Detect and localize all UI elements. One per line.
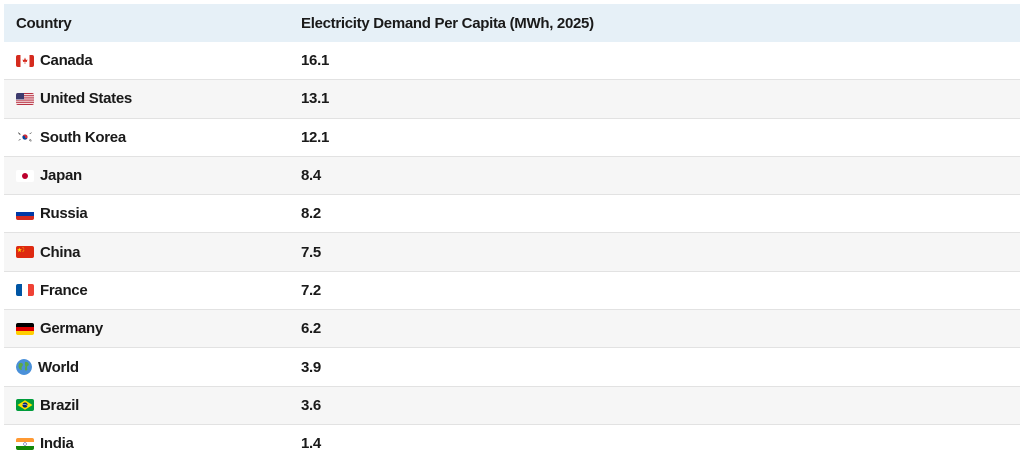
country-cell-content: South Korea	[16, 119, 289, 156]
country-cell: Russia	[4, 194, 289, 234]
country-cell: South Korea	[4, 118, 289, 157]
demand-value: 6.2	[289, 309, 1020, 349]
table-row: China 7.5	[4, 232, 1020, 272]
table-row: Japan 8.4	[4, 156, 1020, 196]
france-flag-icon	[16, 284, 34, 297]
country-cell-content: Germany	[16, 310, 289, 347]
table-row: Canada 16.1	[4, 42, 1020, 81]
table-row: Brazil 3.6	[4, 386, 1020, 425]
demand-value: 8.2	[289, 194, 1020, 234]
table-row: United States 13.1	[4, 79, 1020, 119]
country-name: Germany	[40, 320, 103, 338]
brazil-flag-icon	[16, 399, 34, 412]
india-flag-icon	[16, 437, 34, 450]
united-states-flag-icon	[16, 92, 34, 105]
country-cell-content: Japan	[16, 157, 289, 194]
globe-icon	[16, 359, 32, 376]
country-name: India	[40, 435, 74, 453]
country-name: Brazil	[40, 396, 80, 414]
country-cell-content: India	[16, 425, 289, 462]
demand-value: 16.1	[289, 42, 1020, 81]
country-name: Russia	[40, 205, 88, 223]
country-cell: India	[4, 424, 289, 463]
table-header-row: Country Electricity Demand Per Capita (M…	[4, 4, 1020, 42]
demand-value: 3.9	[289, 347, 1020, 387]
table-row: South Korea 12.1	[4, 118, 1020, 157]
country-cell: Japan	[4, 156, 289, 196]
demand-value: 7.5	[289, 232, 1020, 272]
country-cell-content: Brazil	[16, 387, 289, 424]
table-body: Canada 16.1 United States 13.1 South Korea 12…	[4, 42, 1020, 463]
column-header-demand[interactable]: Electricity Demand Per Capita (MWh, 2025…	[289, 4, 1020, 42]
table-row: Germany 6.2	[4, 309, 1020, 349]
south-korea-flag-icon	[16, 131, 34, 144]
table-row: France 7.2	[4, 271, 1020, 311]
country-cell-content: World	[16, 349, 289, 386]
country-cell: France	[4, 271, 289, 311]
electricity-demand-table: Country Electricity Demand Per Capita (M…	[4, 4, 1020, 463]
country-cell-content: China	[16, 234, 289, 271]
china-flag-icon	[16, 246, 34, 259]
demand-value: 3.6	[289, 386, 1020, 425]
country-cell-content: Canada	[16, 42, 289, 79]
japan-flag-icon	[16, 169, 34, 182]
country-name: France	[40, 281, 88, 299]
country-cell: Brazil	[4, 386, 289, 425]
column-header-country[interactable]: Country	[4, 4, 289, 42]
country-name: South Korea	[40, 128, 126, 146]
table-row: Russia 8.2	[4, 194, 1020, 234]
country-cell: China	[4, 232, 289, 272]
country-name: Japan	[40, 167, 82, 185]
demand-value: 13.1	[289, 79, 1020, 119]
russia-flag-icon	[16, 207, 34, 220]
demand-value: 8.4	[289, 156, 1020, 196]
country-cell-content: Russia	[16, 195, 289, 232]
country-name: United States	[40, 90, 132, 108]
country-cell: Canada	[4, 42, 289, 81]
country-cell-content: United States	[16, 80, 289, 117]
country-cell: United States	[4, 79, 289, 119]
country-name: World	[38, 358, 79, 376]
country-cell: Germany	[4, 309, 289, 349]
country-name: China	[40, 243, 81, 261]
country-cell-content: France	[16, 272, 289, 309]
germany-flag-icon	[16, 322, 34, 335]
data-table-container: Country Electricity Demand Per Capita (M…	[4, 4, 1020, 463]
demand-value: 1.4	[289, 424, 1020, 463]
canada-flag-icon	[16, 54, 34, 67]
table-row: India 1.4	[4, 424, 1020, 463]
country-name: Canada	[40, 52, 93, 70]
demand-value: 12.1	[289, 118, 1020, 157]
demand-value: 7.2	[289, 271, 1020, 311]
country-cell: World	[4, 347, 289, 387]
table-row: World 3.9	[4, 347, 1020, 387]
